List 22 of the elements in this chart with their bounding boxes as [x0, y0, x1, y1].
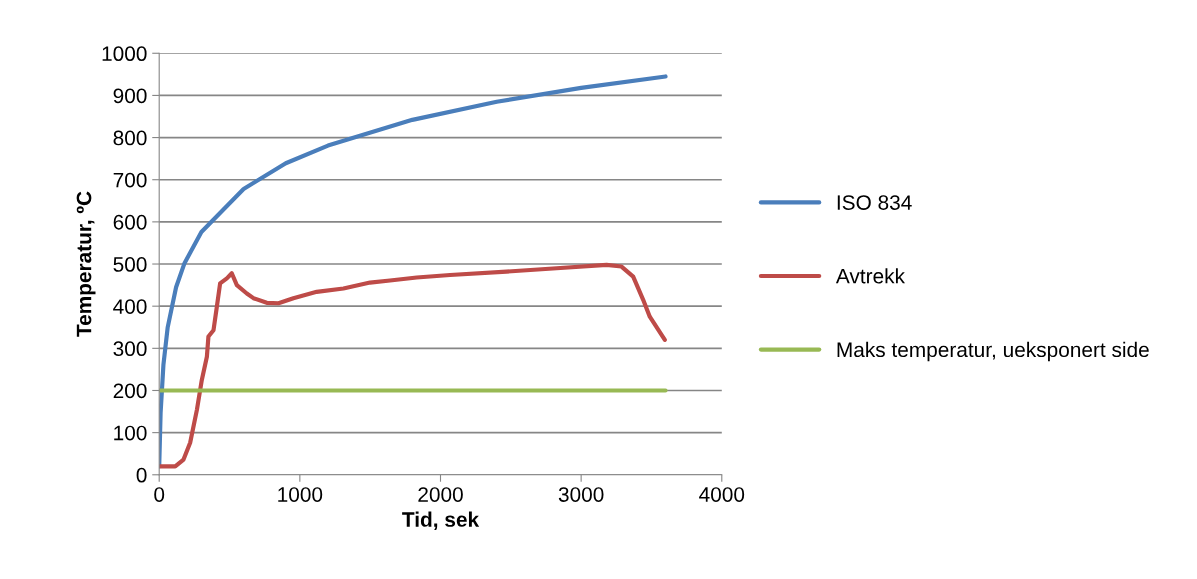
legend-label: ISO 834 [837, 195, 912, 210]
y-tick-label: 700 [113, 172, 147, 188]
x-tick-label: 3000 [558, 487, 604, 502]
legend-label: Maks temperatur, ueksponert side [837, 341, 1149, 362]
y-tick-label: 800 [113, 130, 147, 146]
y-tick-label: 200 [113, 383, 147, 399]
y-tick-label: 100 [114, 425, 147, 441]
x-axis-title: Tid, sek [402, 511, 480, 530]
y-axis-title: Temperatur, ºC [76, 191, 96, 337]
y-tick-label: 900 [113, 88, 147, 104]
line-series [159, 262, 667, 469]
y-tick-label: 1000 [102, 46, 147, 62]
y-tick-label: 400 [113, 299, 147, 314]
y-tick-label: 600 [113, 214, 147, 230]
x-tick-label: 4000 [699, 487, 745, 502]
x-tick-label: 1000 [278, 487, 323, 502]
legend-label: Avtrekk [835, 268, 906, 284]
x-tick-label: 0 [154, 487, 165, 502]
x-tick-label: 2000 [418, 487, 463, 502]
y-tick-label: 500 [113, 257, 147, 272]
y-tick-label: 300 [113, 341, 147, 357]
y-tick-label: 0 [136, 467, 147, 483]
